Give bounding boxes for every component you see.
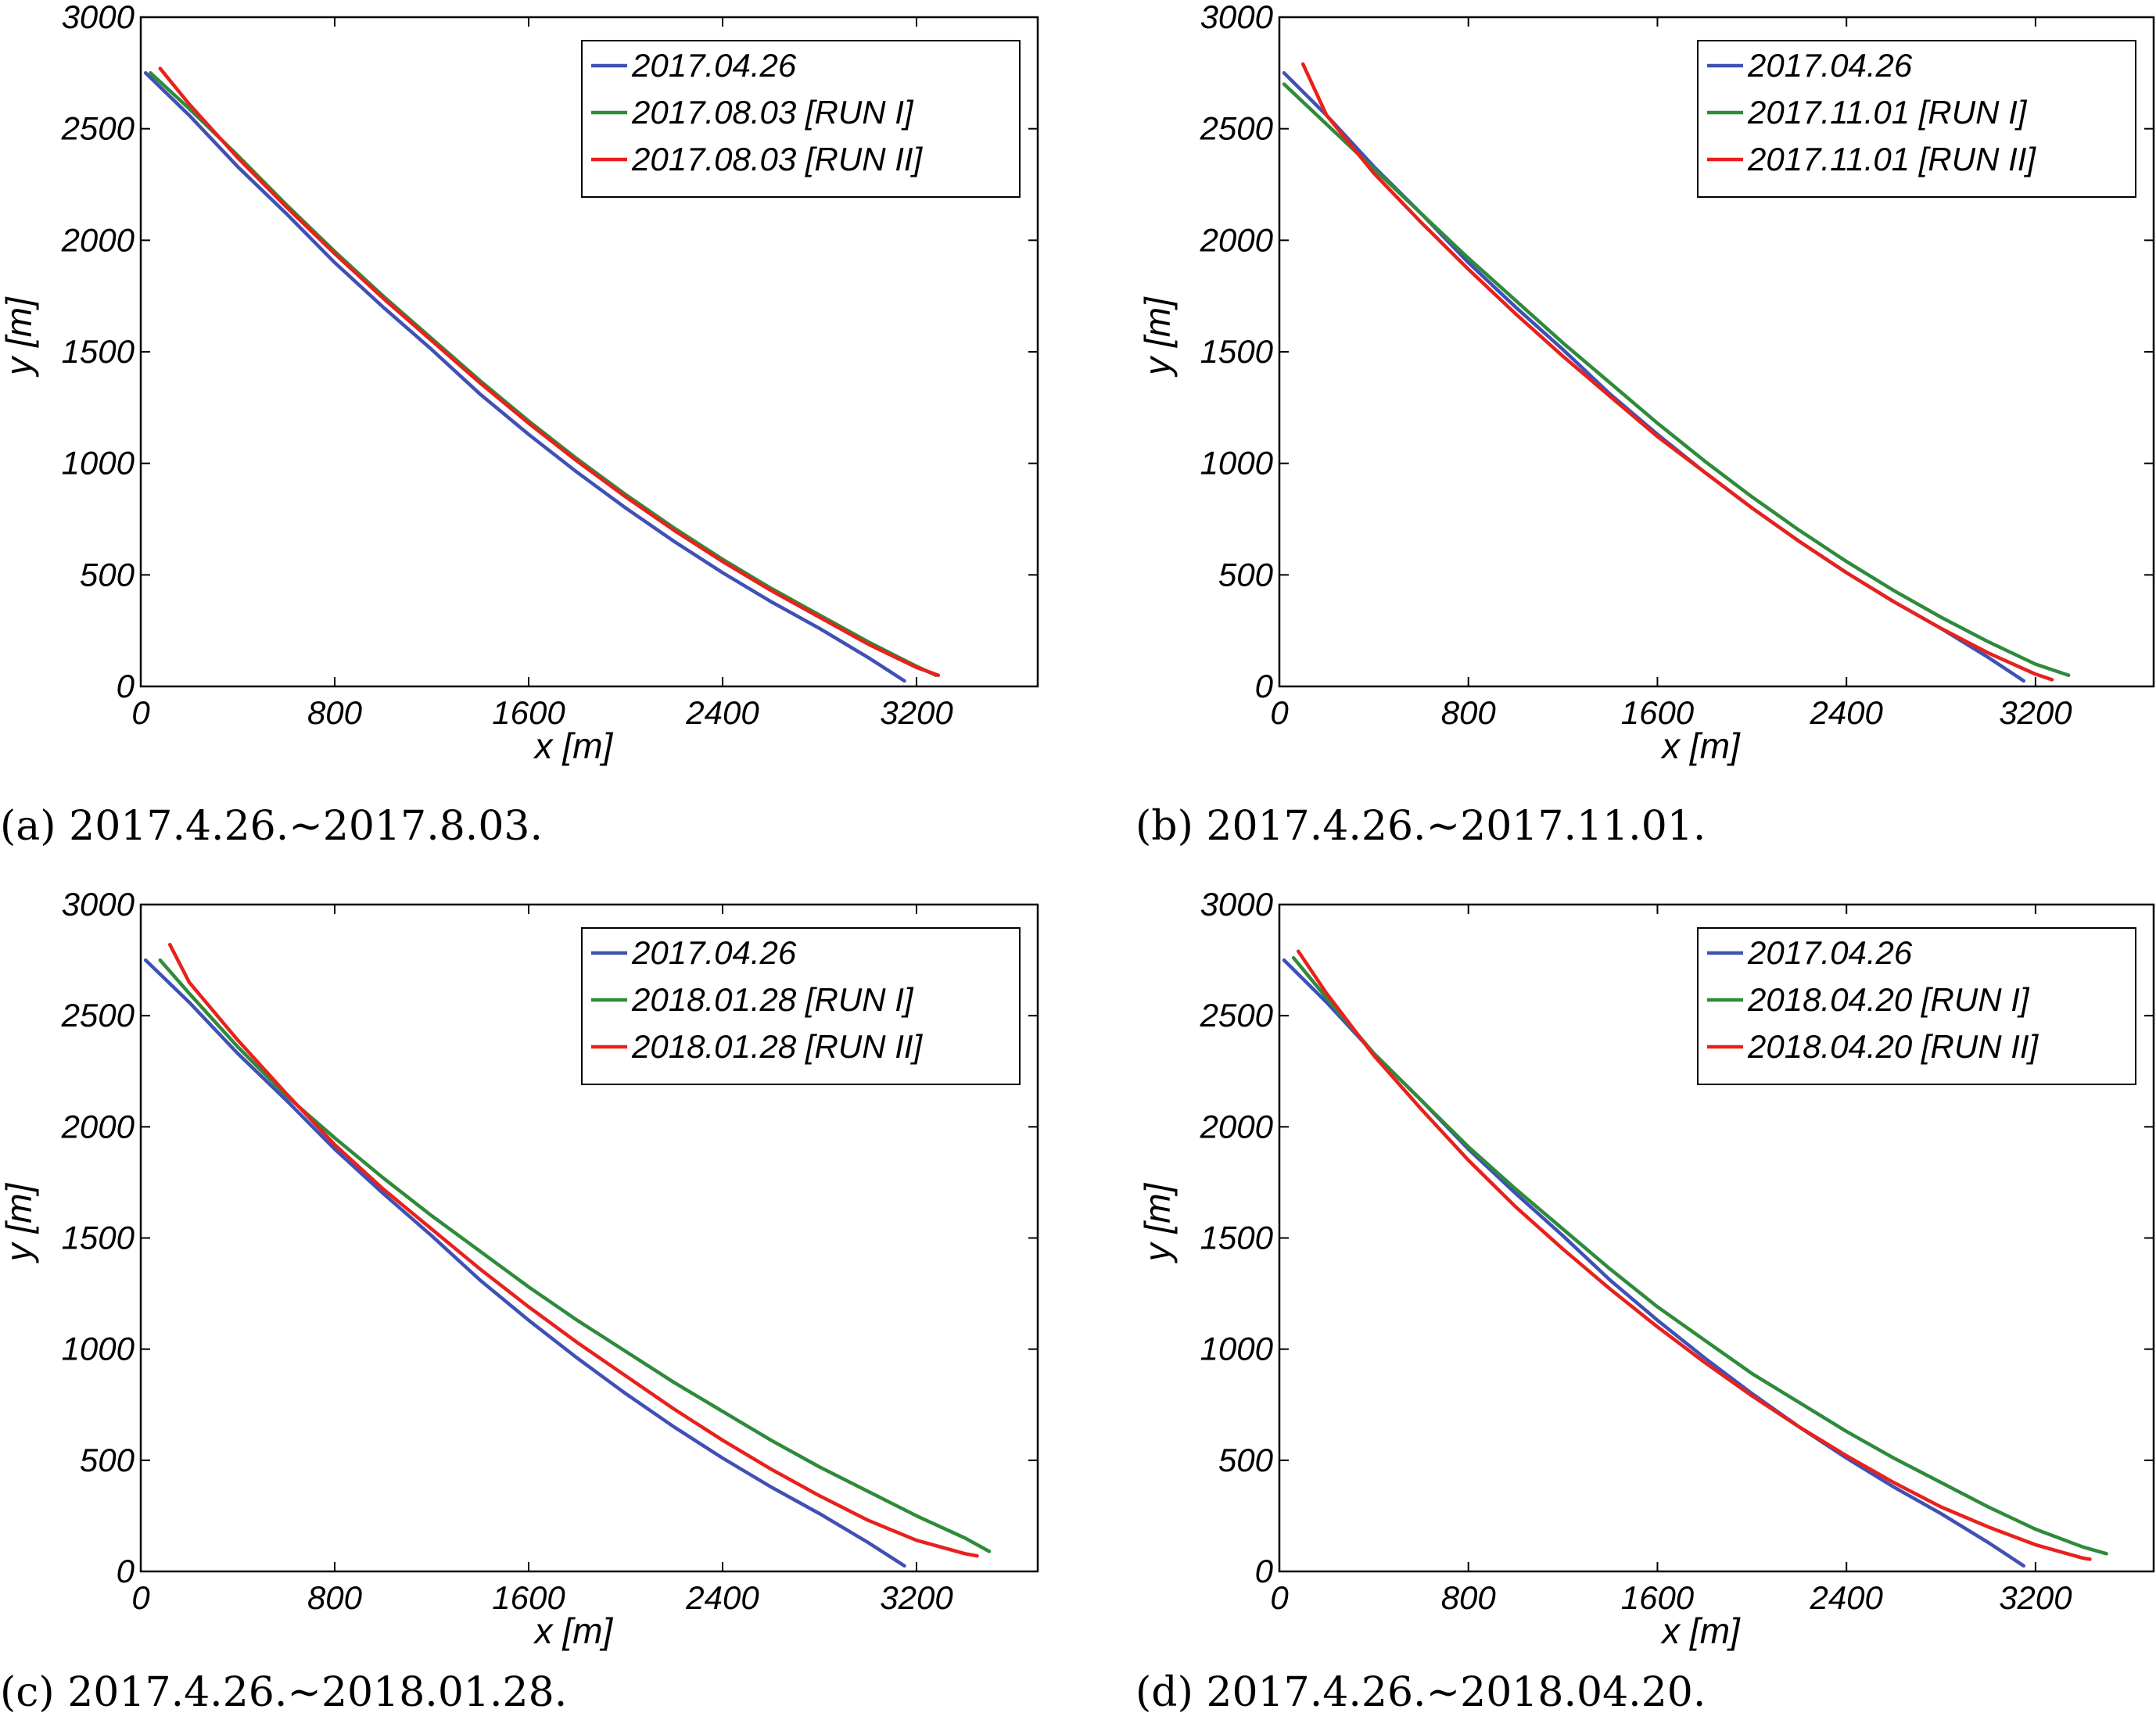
series-line-3 (1296, 949, 2092, 1561)
chart-panel-b: 0 500 1000 1500 2000 2500 3000 0 800 1600 2400 3200… (1135, 0, 2155, 850)
y-axis-label: y [m] (1137, 1182, 1178, 1263)
series-group (1282, 62, 2071, 683)
x-tick-label: 3200 (880, 1579, 953, 1616)
legend-box (1697, 40, 2136, 198)
y-tick-label: 0 (1255, 668, 1274, 704)
y-axis-label: y [m] (0, 296, 39, 378)
legend-label: 2017.11.01 [RUN II] (1747, 141, 2036, 177)
y-tick-label: 2500 (61, 110, 135, 147)
series-line-3 (167, 942, 979, 1558)
legend-label: 2018.01.28 [RUN II] (631, 1028, 924, 1065)
series-line-1 (143, 958, 906, 1568)
legend-box (581, 927, 1021, 1085)
y-tick-label: 1000 (1200, 1331, 1274, 1367)
y-tick-label: 2000 (61, 1108, 135, 1145)
panel-caption: (b) 2017.4.26.~2017.11.01. (1135, 803, 1706, 850)
x-tick-label: 3200 (880, 694, 953, 731)
y-tick-label: 1000 (1200, 445, 1274, 482)
x-tick-label: 1600 (492, 1579, 565, 1616)
x-axis-label: x [m] (533, 726, 614, 766)
y-tick-label: 500 (80, 1442, 135, 1478)
y-tick-label: 500 (1218, 1442, 1274, 1478)
x-tick-label: 1600 (1621, 694, 1695, 731)
x-tick-label: 0 (131, 1579, 150, 1616)
x-tick-label: 1600 (1621, 1579, 1695, 1616)
y-tick-label: 2500 (1200, 110, 1274, 147)
series-group (143, 942, 992, 1568)
legend-label: 2017.04.26 (1747, 934, 1913, 971)
series-group (143, 66, 941, 683)
x-tick-label: 3200 (1999, 694, 2072, 731)
series-line-2 (1291, 955, 2108, 1556)
x-axis-label: x [m] (533, 1611, 614, 1651)
x-tick-label: 800 (307, 694, 363, 731)
x-axis-label: x [m] (1660, 1611, 1741, 1651)
x-tick-label: 2400 (1809, 1579, 1883, 1616)
legend-label: 2017.11.01 [RUN I] (1747, 94, 2028, 131)
y-tick-label: 2000 (61, 221, 135, 258)
y-tick-label: 1500 (1200, 1220, 1274, 1256)
y-tick-label: 500 (1218, 556, 1274, 593)
y-tick-label: 0 (117, 668, 135, 704)
y-tick-label: 2500 (1200, 997, 1274, 1034)
legend-box (581, 40, 1021, 198)
legend-label: 2018.04.20 [RUN I] (1747, 981, 2030, 1018)
x-tick-label: 800 (1441, 694, 1497, 731)
y-tick-label: 3000 (1200, 886, 1274, 923)
y-tick-label: 1500 (1200, 333, 1274, 370)
y-axis-label: y [m] (0, 1182, 39, 1263)
legend-box (1697, 927, 2136, 1085)
series-group (1282, 949, 2108, 1568)
x-tick-label: 800 (1441, 1579, 1497, 1616)
series-line-2 (1282, 82, 2071, 677)
legend-label: 2017.08.03 [RUN I] (631, 94, 914, 131)
panel-caption: (d) 2017.4.26.~2018.04.20. (1135, 1669, 1706, 1716)
y-axis-label: y [m] (1137, 296, 1178, 378)
chart-panel-d: 0 500 1000 1500 2000 2500 3000 0 800 1600 2400 3200… (1135, 886, 2155, 1716)
y-tick-label: 1500 (62, 1220, 135, 1256)
x-tick-label: 2400 (1809, 694, 1883, 731)
x-tick-label: 2400 (685, 1579, 759, 1616)
chart-panel-a: 0 500 1000 1500 2000 2500 3000 0 800 1600 2400 3200… (0, 0, 1039, 850)
y-tick-label: 500 (80, 556, 135, 593)
y-tick-label: 3000 (62, 0, 135, 35)
legend-label: 2018.04.20 [RUN II] (1747, 1028, 2039, 1065)
y-tick-label: 1000 (62, 445, 135, 482)
x-tick-label: 3200 (1999, 1579, 2072, 1616)
x-tick-label: 0 (1270, 694, 1289, 731)
panel-caption: (c) 2017.4.26.~2018.01.28. (0, 1669, 567, 1716)
series-line-3 (158, 66, 941, 677)
y-tick-label: 2000 (1200, 221, 1274, 258)
x-tick-label: 0 (131, 694, 150, 731)
x-axis-label: x [m] (1660, 726, 1741, 766)
legend-label: 2018.01.28 [RUN I] (631, 981, 914, 1018)
series-line-1 (143, 71, 906, 683)
y-tick-label: 3000 (62, 886, 135, 923)
y-tick-label: 3000 (1200, 0, 1274, 35)
x-tick-label: 0 (1270, 1579, 1289, 1616)
legend-label: 2017.08.03 [RUN II] (631, 141, 924, 177)
y-tick-label: 0 (117, 1553, 135, 1589)
y-tick-label: 2500 (61, 997, 135, 1034)
y-tick-label: 0 (1255, 1553, 1274, 1589)
legend-label: 2017.04.26 (631, 934, 797, 971)
x-tick-label: 1600 (492, 694, 565, 731)
x-tick-label: 800 (307, 1579, 363, 1616)
y-tick-label: 1500 (62, 333, 135, 370)
series-line-3 (1300, 62, 2054, 682)
panel-caption: (a) 2017.4.26.~2017.8.03. (0, 803, 543, 850)
legend-label: 2017.04.26 (1747, 47, 1913, 84)
x-tick-label: 2400 (685, 694, 759, 731)
y-tick-label: 1000 (62, 1331, 135, 1367)
y-tick-label: 2000 (1200, 1108, 1274, 1145)
chart-panel-c: 0 500 1000 1500 2000 2500 3000 0 800 1600 2400 3200… (0, 886, 1039, 1716)
legend-label: 2017.04.26 (631, 47, 797, 84)
